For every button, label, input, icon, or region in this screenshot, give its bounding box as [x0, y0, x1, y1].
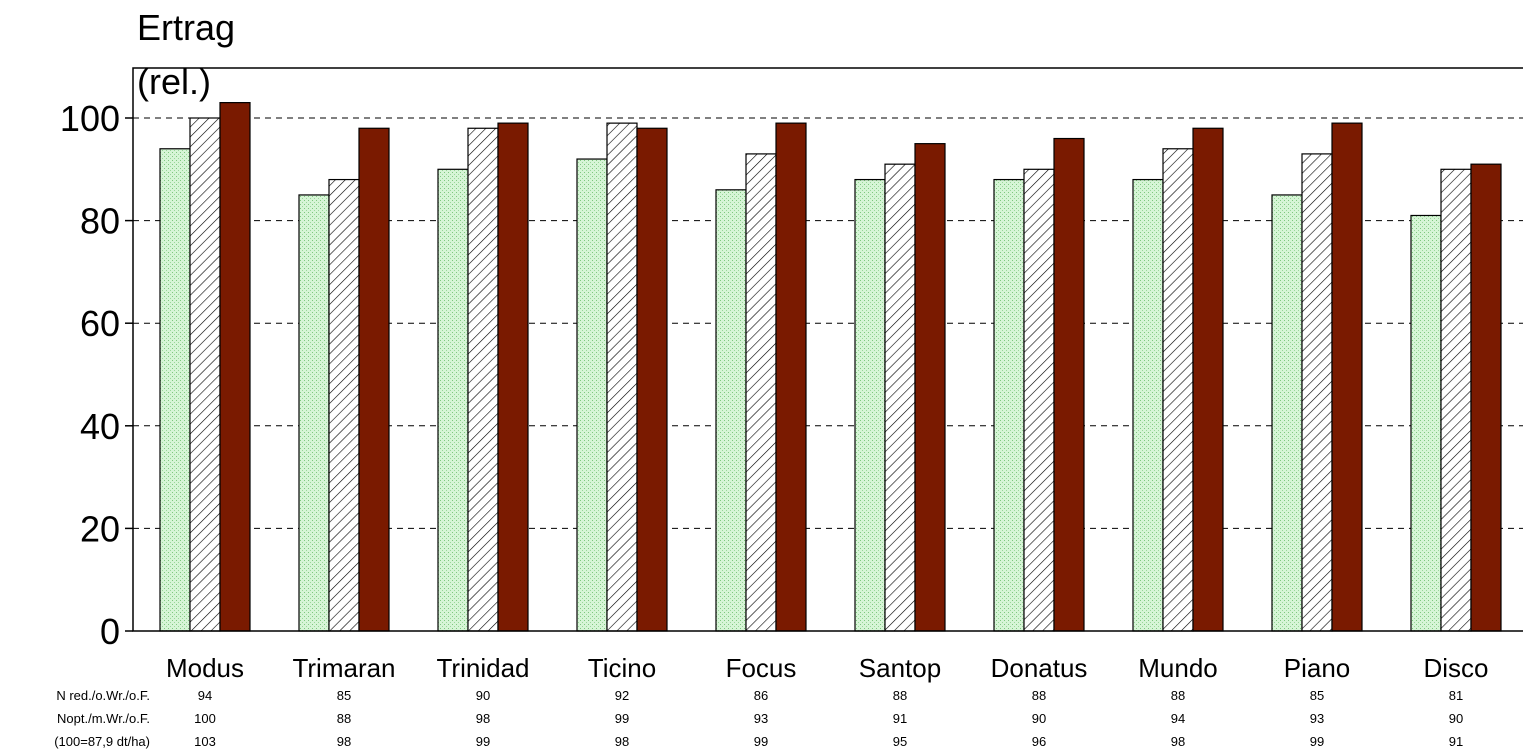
y-axis-title-line1: Ertrag	[137, 7, 235, 48]
table-cell: 81	[1449, 688, 1463, 703]
y-tick-label: 20	[80, 508, 120, 549]
table-cell: 88	[337, 711, 351, 726]
table-cell: 100	[194, 711, 216, 726]
y-tick-labels: 0 20 40 60 80 100	[60, 98, 133, 652]
table-cell: 94	[1171, 711, 1185, 726]
bar-donatus-series-3	[1053, 137, 1085, 632]
x-tick-label: Trimaran	[292, 653, 395, 683]
table-cell: 99	[754, 734, 768, 749]
bar-trimaran-series-3	[358, 127, 390, 632]
bar-piano-series-1	[1271, 194, 1303, 632]
x-tick-label: Donatus	[991, 653, 1088, 683]
bar-trinidad-series-3	[497, 122, 529, 632]
y-tick-label: 40	[80, 406, 120, 447]
x-tick-label: Piano	[1284, 653, 1351, 683]
table-cell: 98	[476, 711, 490, 726]
table-row-label: N red./o.Wr./o.F.	[56, 688, 150, 703]
table-cell: 91	[893, 711, 907, 726]
x-tick-label: Disco	[1423, 653, 1488, 683]
x-tick-label: Modus	[166, 653, 244, 683]
table-row-label: (100=87,9 dt/ha)	[54, 734, 150, 749]
bar-modus-series-1	[159, 148, 191, 632]
x-tick-labels: Modus Trimaran Trinidad Ticino Focus Santop Do…	[166, 653, 1489, 683]
bar-santop-series-3	[914, 143, 946, 632]
bar-mundo-series-2	[1162, 148, 1194, 632]
bar-donatus-series-2	[1023, 168, 1055, 632]
table-cell: 99	[476, 734, 490, 749]
y-tick-label: 80	[80, 201, 120, 242]
table-cell: 98	[337, 734, 351, 749]
table-cell: 99	[1310, 734, 1324, 749]
bar-trimaran-series-1	[298, 194, 330, 632]
bar-focus-series-2	[745, 153, 777, 632]
table-cell: 85	[337, 688, 351, 703]
y-tick-label: 0	[100, 611, 120, 652]
plot-frame	[132, 67, 1523, 632]
table-cell: 95	[893, 734, 907, 749]
x-tick-label: Trinidad	[437, 653, 530, 683]
bar-ticino-series-3	[636, 127, 668, 632]
table-cell: 88	[893, 688, 907, 703]
x-tick-label: Focus	[726, 653, 797, 683]
bar-focus-series-1	[715, 189, 747, 632]
table-cell: 103	[194, 734, 216, 749]
table-cell: 92	[615, 688, 629, 703]
table-cell: 91	[1449, 734, 1463, 749]
y-axis-title-line2: (rel.)	[137, 61, 211, 102]
table-cell: 96	[1032, 734, 1046, 749]
table-cell: 93	[1310, 711, 1324, 726]
bar-disco-series-2	[1440, 168, 1472, 632]
bar-disco-series-3	[1470, 163, 1502, 632]
bar-mundo-series-1	[1132, 178, 1164, 632]
y-tick-label: 60	[80, 303, 120, 344]
y-tick-label: 100	[60, 98, 120, 139]
table-row-label: Nopt./m.Wr./o.F.	[57, 711, 150, 726]
table-cell: 90	[476, 688, 490, 703]
table-cell: 98	[1171, 734, 1185, 749]
table-cell: 90	[1449, 711, 1463, 726]
table-cell: 90	[1032, 711, 1046, 726]
bar-trimaran-series-2	[328, 178, 360, 632]
bar-trinidad-series-2	[467, 127, 499, 632]
x-tick-label: Ticino	[588, 653, 656, 683]
bar-santop-series-2	[884, 163, 916, 632]
bar-piano-series-2	[1301, 153, 1333, 632]
bar-mundo-series-3	[1192, 127, 1224, 632]
data-table: N red./o.Wr./o.F. 94 85 90 92 86 88 88 88 85 81 Nop…	[54, 688, 1463, 749]
bar-disco-series-1	[1410, 214, 1442, 632]
bar-ticino-series-1	[576, 158, 608, 632]
bar-modus-series-3	[219, 102, 251, 632]
bar-santop-series-1	[854, 178, 886, 632]
bar-trinidad-series-1	[437, 168, 469, 632]
table-cell: 85	[1310, 688, 1324, 703]
bar-donatus-series-1	[993, 178, 1025, 632]
table-cell: 93	[754, 711, 768, 726]
table-cell: 88	[1032, 688, 1046, 703]
bar-focus-series-3	[775, 122, 807, 632]
table-cell: 99	[615, 711, 629, 726]
bars	[159, 102, 1502, 632]
table-cell: 94	[198, 688, 212, 703]
table-cell: 98	[615, 734, 629, 749]
x-tick-label: Santop	[859, 653, 941, 683]
bar-modus-series-2	[189, 117, 221, 632]
table-cell: 86	[754, 688, 768, 703]
bar-ticino-series-2	[606, 122, 638, 632]
bar-piano-series-3	[1331, 122, 1363, 632]
x-tick-label: Mundo	[1138, 653, 1218, 683]
table-cell: 88	[1171, 688, 1185, 703]
